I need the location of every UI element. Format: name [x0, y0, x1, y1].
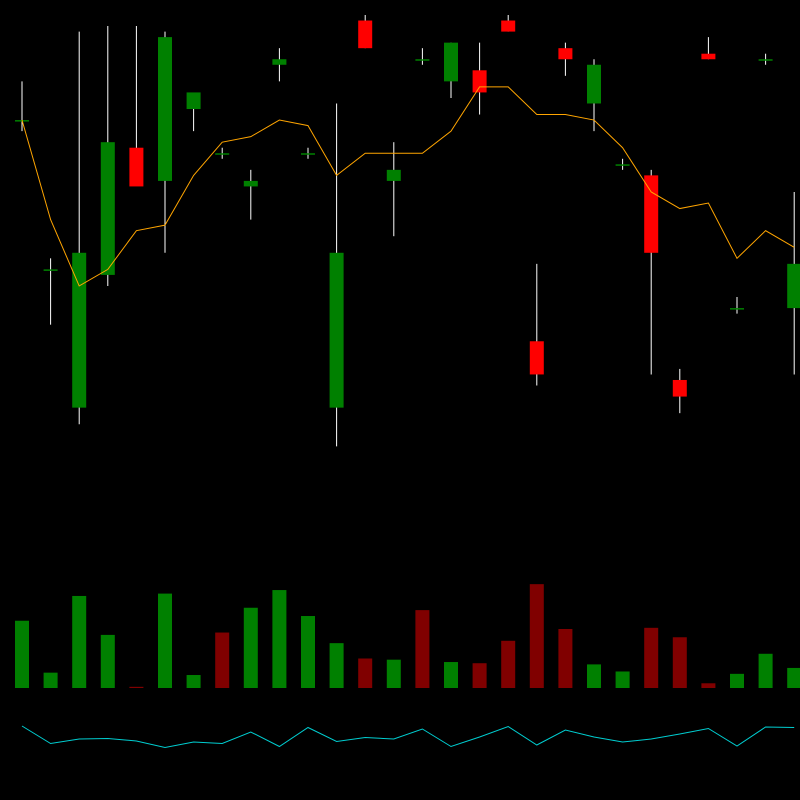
candle-body — [472, 70, 487, 93]
volume-bar — [43, 672, 58, 688]
candle-body — [672, 379, 687, 397]
volume-bar — [272, 590, 287, 688]
candle-body — [787, 263, 800, 309]
candlestick — [587, 59, 601, 132]
candle-body — [243, 180, 258, 187]
candle-body — [129, 147, 144, 187]
candle-body — [329, 252, 344, 408]
candlestick — [501, 15, 516, 32]
candle-body — [730, 308, 744, 310]
volume-bar — [644, 627, 659, 688]
candle-body — [358, 20, 373, 49]
candlestick — [158, 31, 172, 253]
volume-bar — [472, 663, 487, 688]
candlestick — [243, 169, 258, 220]
volume-bar — [787, 667, 800, 688]
volume-bar — [701, 683, 716, 688]
candle-body — [501, 20, 516, 32]
candlestick — [701, 37, 716, 60]
candlestick — [444, 42, 458, 98]
candlestick — [129, 26, 144, 187]
volume-bar — [215, 632, 230, 688]
indicator-line — [21, 725, 795, 749]
candlestick — [386, 142, 401, 237]
candlestick — [100, 26, 115, 286]
candle-body — [301, 153, 315, 155]
candlestick — [358, 15, 373, 49]
candlestick — [415, 48, 430, 65]
volume-bar — [672, 637, 687, 688]
candlestick — [758, 53, 773, 65]
price-panel — [15, 15, 800, 447]
volume-panel — [15, 584, 800, 688]
candle-body — [758, 59, 773, 61]
volume-bar — [129, 686, 144, 688]
candlestick — [272, 48, 287, 82]
volume-bar — [558, 629, 573, 688]
candle-body — [529, 341, 544, 375]
volume-bar — [301, 616, 315, 688]
candlestick — [72, 31, 87, 425]
candle-body — [558, 48, 573, 60]
candlestick — [730, 297, 744, 314]
candlestick — [672, 368, 687, 414]
candle-body — [72, 252, 87, 408]
volume-bar — [587, 664, 601, 688]
candlestick — [558, 42, 573, 76]
volume-bar — [730, 673, 744, 688]
volume-bar — [15, 620, 29, 688]
candlestick — [301, 147, 315, 159]
candlestick — [215, 147, 230, 159]
candlestick — [43, 258, 58, 325]
candlestick — [615, 158, 630, 170]
volume-bar — [415, 610, 430, 688]
candle-body — [701, 53, 716, 60]
volume-bar — [243, 607, 258, 688]
candlestick — [787, 191, 800, 375]
volume-bar — [501, 640, 516, 688]
candle-body — [386, 169, 401, 181]
volume-bar — [529, 584, 544, 688]
candle-body — [215, 153, 230, 155]
candle-body — [444, 42, 458, 82]
candle-body — [415, 59, 430, 61]
volume-bar — [158, 593, 172, 688]
volume-bar — [444, 662, 458, 688]
candlestick — [329, 103, 344, 447]
volume-bar — [386, 659, 401, 688]
moving-average-line — [21, 86, 795, 287]
candle-body — [186, 92, 201, 110]
candle-body — [272, 59, 287, 65]
candle-body — [587, 64, 601, 104]
volume-bar — [358, 658, 373, 688]
volume-bar — [758, 653, 773, 688]
volume-bar — [186, 675, 201, 688]
volume-bar — [615, 671, 630, 688]
volume-bar — [72, 595, 87, 688]
candlestick — [644, 169, 659, 375]
candle-body — [43, 269, 58, 271]
volume-bar — [329, 643, 344, 688]
candle-body — [644, 175, 659, 253]
volume-bar — [100, 634, 115, 688]
candle-body — [158, 37, 172, 181]
candlestick — [186, 92, 201, 132]
candle-body — [615, 164, 630, 166]
candle-body — [100, 142, 115, 275]
indicator-panel — [21, 725, 795, 749]
candlestick — [529, 263, 544, 386]
